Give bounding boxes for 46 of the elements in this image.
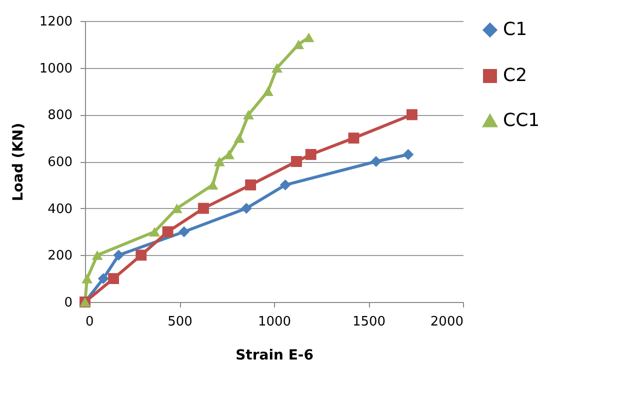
point [234, 133, 245, 143]
x-axis-title: Strain E-6 [236, 348, 314, 364]
point [245, 179, 256, 190]
legend-label: C2 [503, 65, 528, 86]
point [272, 63, 282, 73]
point [240, 202, 252, 214]
point [198, 202, 209, 214]
legend-label: C1 [503, 19, 528, 40]
y-tick-label: 600 [48, 155, 72, 170]
y-tick-label: 800 [48, 108, 72, 124]
point [136, 250, 147, 261]
y-tick-label: 1000 [39, 61, 72, 76]
point [303, 32, 314, 42]
point [370, 156, 382, 167]
point [98, 273, 109, 284]
y-tick-label: 400 [48, 202, 72, 217]
point [108, 273, 120, 284]
point [82, 274, 93, 284]
y-axis-title: Load (KN) [10, 122, 26, 202]
point [224, 150, 234, 160]
point [214, 156, 225, 166]
point [171, 204, 182, 214]
x-tick-label: 1000 [258, 314, 292, 330]
y-tick-label: 200 [48, 248, 72, 264]
x-tick-label: 500 [168, 314, 192, 330]
point [305, 149, 316, 160]
point [162, 226, 174, 238]
point [406, 109, 418, 120]
y-tick-label: 0 [64, 296, 72, 310]
point [207, 180, 218, 190]
point [262, 86, 274, 96]
x-tick-label: 0 [86, 314, 94, 330]
point [402, 149, 414, 160]
point [291, 156, 302, 167]
point [293, 40, 304, 50]
y-tick-label: 1200 [39, 14, 72, 30]
point [149, 227, 160, 236]
x-tick-label: 1500 [352, 314, 386, 330]
point [113, 250, 124, 261]
point [92, 250, 103, 260]
legend-label: CC1 [503, 110, 540, 131]
point [178, 226, 190, 238]
point [280, 179, 291, 190]
point [348, 132, 360, 144]
x-tick-label: 2000 [430, 314, 464, 330]
point [243, 110, 254, 120]
